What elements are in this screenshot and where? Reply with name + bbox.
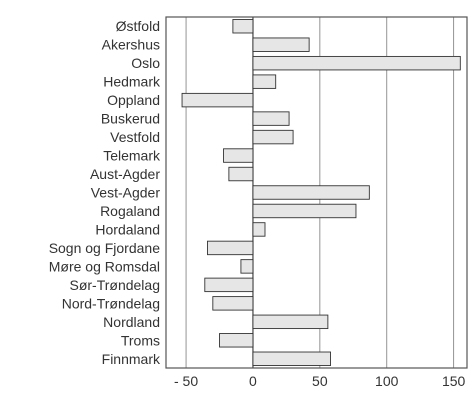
bar: [252, 111, 290, 126]
bar: [207, 240, 254, 256]
category-label: Buskerud: [101, 111, 160, 127]
category-label: Nord-Trøndelag: [62, 295, 160, 311]
bar: [252, 203, 357, 219]
bar: [232, 19, 254, 34]
category-label: Akershus: [102, 37, 160, 53]
bar: [223, 148, 254, 163]
x-tick-label: 50: [312, 373, 328, 389]
bar: [252, 222, 266, 237]
bar: [181, 92, 254, 108]
category-label: Troms: [121, 332, 160, 348]
category-label: Vest-Agder: [91, 185, 161, 201]
category-label: Hordaland: [95, 221, 160, 237]
category-label: Nordland: [103, 314, 160, 330]
bar: [228, 166, 254, 182]
bar: [252, 74, 277, 89]
bar: [252, 55, 461, 71]
category-label: Sogn og Fjordane: [49, 240, 161, 256]
bar: [252, 351, 331, 366]
category-label: Hedmark: [103, 74, 161, 90]
bar: [219, 333, 254, 348]
plot-frame: [165, 16, 468, 369]
category-label: Oppland: [107, 92, 160, 108]
category-label: Sør-Trøndelag: [69, 277, 160, 293]
category-label: Finnmark: [102, 351, 161, 367]
bar: [252, 314, 329, 330]
category-label: Aust-Agder: [90, 166, 160, 182]
x-tick-label: 0: [249, 373, 257, 389]
bar: [212, 296, 254, 311]
category-label: Østfold: [116, 18, 160, 34]
bars: [181, 19, 461, 366]
category-label: Oslo: [131, 55, 160, 71]
bar: [252, 185, 370, 200]
bar: [252, 129, 294, 145]
bar: [252, 37, 310, 52]
x-tick-label: 150: [442, 373, 466, 389]
x-tick-label: - 50: [174, 373, 198, 389]
bar: [240, 259, 254, 274]
y-axis-labels: Østfold Akershus Oslo Hedmark Oppland Buskeru…: [49, 18, 161, 367]
category-label: Telemark: [103, 148, 161, 164]
category-label: Rogaland: [100, 203, 160, 219]
bar: [204, 277, 254, 293]
category-label: Møre og Romsdal: [49, 258, 160, 274]
x-axis-labels: - 50 0 50 100 150: [174, 373, 466, 389]
category-label: Vestfold: [110, 129, 160, 145]
x-tick-label: 100: [375, 373, 399, 389]
